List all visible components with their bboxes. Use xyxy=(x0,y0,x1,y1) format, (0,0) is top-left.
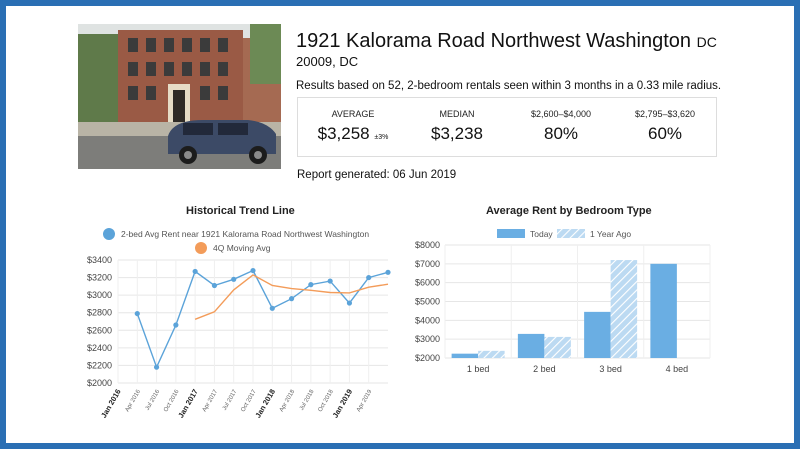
data-point xyxy=(385,269,391,275)
data-point xyxy=(211,282,218,289)
x-tick-label: 3 bed xyxy=(599,364,622,374)
y-tick-label: $3000 xyxy=(415,334,440,344)
bedroom-bar-chart: $2000 $3000 $4000 $5000 $6000 $7000 $8000 1 bed… xyxy=(415,229,711,374)
legend-label: 4Q Moving Avg xyxy=(213,243,271,253)
y-tick-label: $2200 xyxy=(87,360,112,370)
legend-marker xyxy=(103,228,115,240)
stat-average: AVERAGE $3,258 ±3% xyxy=(317,109,389,143)
data-point xyxy=(173,322,179,328)
bar-chart-title: Average Rent by Bedroom Type xyxy=(486,205,652,217)
bar-year-ago xyxy=(478,350,505,358)
zip-line: 20009, DC xyxy=(296,54,359,69)
x-tick-label: Jul 2017 xyxy=(222,388,239,411)
bar-today xyxy=(584,311,611,358)
y-tick-label: $7000 xyxy=(415,259,440,269)
data-point xyxy=(153,364,160,370)
x-tick-label: Oct 2017 xyxy=(240,388,258,413)
y-tick-label: $6000 xyxy=(415,278,440,288)
y-tick-label: $2600 xyxy=(87,325,112,335)
bar-year-ago xyxy=(544,336,571,358)
y-tick-label: $2000 xyxy=(415,353,440,363)
address-title: 1921 Kalorama Road Northwest Washington … xyxy=(296,30,717,52)
y-tick-label: $4000 xyxy=(415,315,440,325)
y-tick-label: $5000 xyxy=(415,297,440,307)
x-tick-label: Apr 2016 xyxy=(125,388,143,413)
x-tick-label: 2 bed xyxy=(533,364,556,374)
y-tick-label: $3200 xyxy=(87,273,112,283)
data-point xyxy=(134,310,140,317)
bar-year-ago xyxy=(610,260,638,358)
legend-marker xyxy=(497,229,525,238)
x-tick-label: Jul 2018 xyxy=(299,388,316,411)
y-tick-label: $2400 xyxy=(87,343,112,353)
data-point xyxy=(366,274,372,281)
data-point xyxy=(250,267,256,274)
data-point xyxy=(327,278,333,284)
legend-label: 2-bed Avg Rent near 1921 Kalorama Road N… xyxy=(121,229,369,239)
stat-median: MEDIAN $3,238 xyxy=(431,109,483,143)
x-tick-label: Jan 2016 xyxy=(99,388,123,420)
data-point xyxy=(308,282,314,288)
data-point xyxy=(346,300,353,306)
y-tick-label: $2800 xyxy=(87,308,112,318)
x-tick-label: Oct 2018 xyxy=(317,388,335,413)
x-tick-label: 4 bed xyxy=(666,364,689,374)
bar-today xyxy=(517,333,545,358)
x-tick-label: Apr 2017 xyxy=(202,388,220,413)
bar-today xyxy=(650,263,677,358)
y-tick-label: $3000 xyxy=(87,290,112,300)
stat-range-2: $2,795–$3,620 60% xyxy=(634,109,696,143)
y-tick-label: $2000 xyxy=(87,378,112,388)
trend-line xyxy=(136,269,389,370)
results-basis: Results based on 52, 2-bedroom rentals s… xyxy=(296,80,722,92)
legend-marker xyxy=(557,229,585,238)
report-date: Report generated: 06 Jun 2019 xyxy=(297,169,457,181)
x-tick-label: Oct 2016 xyxy=(163,388,181,413)
moving-avg-line xyxy=(194,274,389,320)
data-point xyxy=(192,268,198,275)
x-tick-label: Apr 2018 xyxy=(279,388,297,413)
data-point xyxy=(288,296,295,302)
legend-label: Today xyxy=(530,229,553,239)
stats-box: AVERAGE $3,258 ±3% MEDIAN $3,238 $2,600–… xyxy=(297,97,717,157)
trend-chart-title: Historical Trend Line xyxy=(186,205,295,217)
x-tick-label: 1 bed xyxy=(467,364,490,374)
data-point xyxy=(231,276,237,282)
x-tick-label: Apr 2019 xyxy=(356,388,374,413)
legend-label: 1 Year Ago xyxy=(590,229,631,239)
y-tick-label: $8000 xyxy=(415,240,440,250)
y-tick-label: $3400 xyxy=(87,255,112,265)
street-view-photo xyxy=(78,24,281,169)
trend-line-chart: $2000 $2200 $2400 $2600 $2800 $3000 $3200 $3400… xyxy=(87,228,391,420)
stat-range-1: $2,600–$4,000 80% xyxy=(530,109,592,143)
bar-today xyxy=(451,353,479,358)
x-tick-label: Jul 2016 xyxy=(145,388,162,411)
legend-marker xyxy=(195,242,207,254)
data-point xyxy=(269,305,275,311)
